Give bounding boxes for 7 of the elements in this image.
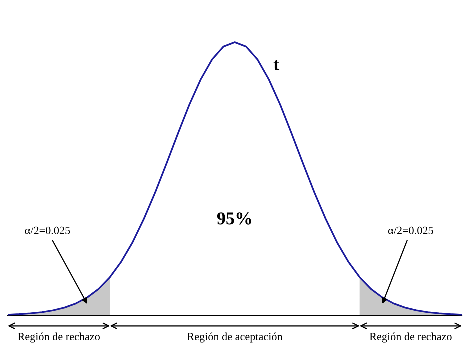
- text: Región de rechazo: [370, 332, 452, 343]
- series-label: t: [274, 60, 280, 70]
- text: Región de rechazo: [18, 332, 100, 343]
- annotation: 95%: [217, 212, 252, 225]
- annotation: α/2=0.025: [25, 226, 70, 234]
- annotation: α/2=0.025: [388, 226, 434, 234]
- text: Región de aceptación: [188, 332, 283, 343]
